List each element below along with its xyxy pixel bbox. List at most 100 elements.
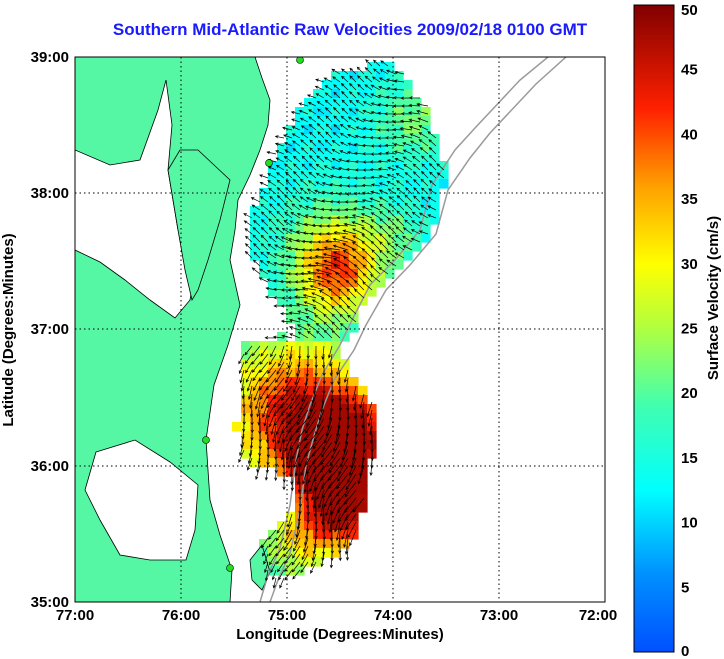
- velocity-cell: [385, 80, 395, 90]
- velocity-cell: [340, 287, 350, 297]
- velocity-cell: [412, 161, 422, 171]
- velocity-cell: [385, 107, 395, 117]
- velocity-cell: [430, 179, 440, 189]
- velocity-cell: [295, 143, 305, 153]
- velocity-cell: [367, 404, 377, 414]
- velocity-cell: [304, 305, 314, 315]
- velocity-arrow: [310, 553, 317, 568]
- velocity-cell: [358, 71, 368, 81]
- velocity-cell: [376, 89, 386, 99]
- velocity-arrow: [362, 281, 373, 291]
- velocity-cell: [340, 188, 350, 198]
- station-marker: [296, 57, 304, 64]
- velocity-arrow: [378, 77, 389, 83]
- velocity-arrow: [324, 156, 333, 163]
- velocity-cell: [349, 476, 359, 486]
- velocity-cell: [385, 224, 395, 234]
- velocity-arrow: [252, 369, 261, 382]
- velocity-cell: [358, 161, 368, 171]
- velocity-cell: [295, 368, 305, 378]
- velocity-cell: [277, 161, 287, 171]
- velocity-arrow: [387, 234, 397, 243]
- velocity-arrow: [378, 267, 389, 275]
- colorbar-tick-label: 45: [681, 62, 698, 79]
- velocity-arrow: [274, 465, 278, 482]
- velocity-arrow: [253, 242, 261, 251]
- velocity-cell: [250, 386, 260, 396]
- velocity-cell: [241, 395, 251, 405]
- velocity-arrow: [260, 393, 269, 410]
- velocity-cell: [331, 296, 341, 306]
- velocity-arrow: [301, 385, 309, 403]
- velocity-arrow: [291, 133, 301, 139]
- velocity-cell: [259, 242, 269, 252]
- velocity-cell: [349, 251, 359, 261]
- velocity-cell: [250, 233, 260, 243]
- velocity-arrow: [323, 321, 333, 331]
- velocity-cell: [313, 107, 323, 117]
- velocity-cell: [340, 251, 350, 261]
- velocity-cell: [367, 206, 377, 216]
- velocity-cell: [349, 422, 359, 432]
- velocity-cell: [304, 314, 314, 324]
- velocity-arrow: [292, 545, 301, 559]
- velocity-arrow: [355, 117, 365, 123]
- velocity-cell: [349, 314, 359, 324]
- velocity-arrow: [323, 313, 333, 323]
- velocity-cell: [358, 413, 368, 423]
- velocity-cell: [322, 350, 332, 360]
- velocity-arrow: [386, 250, 397, 259]
- velocity-arrow: [274, 244, 285, 251]
- velocity-cell: [313, 269, 323, 279]
- velocity-arrow: [369, 225, 381, 235]
- velocity-arrow: [413, 187, 421, 195]
- velocity-arrow: [338, 545, 342, 562]
- velocity-cell: [295, 152, 305, 162]
- velocity-cell: [304, 161, 314, 171]
- velocity-cell: [367, 152, 377, 162]
- velocity-arrow: [377, 94, 389, 99]
- velocity-cell: [241, 359, 251, 369]
- velocity-arrow: [378, 174, 389, 179]
- velocity-cell: [286, 377, 296, 387]
- velocity-cell: [304, 107, 314, 117]
- velocity-arrow: [255, 465, 261, 480]
- velocity-cell: [376, 188, 386, 198]
- velocity-cell: [349, 503, 359, 513]
- velocity-arrow: [329, 183, 341, 187]
- y-tick-label: 37:00: [31, 321, 69, 338]
- velocity-arrow: [284, 561, 293, 572]
- velocity-arrow: [336, 216, 349, 220]
- velocity-arrow: [353, 192, 365, 196]
- velocity-arrow: [331, 148, 341, 155]
- velocity-cell: [322, 494, 332, 504]
- velocity-cell: [322, 125, 332, 135]
- station-marker: [202, 436, 210, 444]
- velocity-arrow: [418, 132, 429, 139]
- velocity-arrow: [245, 235, 253, 243]
- velocity-cell: [349, 161, 359, 171]
- velocity-arrow: [370, 274, 381, 283]
- velocity-cell: [268, 224, 278, 234]
- velocity-arrow: [396, 187, 405, 195]
- velocity-arrow: [332, 244, 349, 251]
- velocity-cell: [313, 440, 323, 450]
- velocity-cell: [331, 287, 341, 297]
- velocity-cell: [268, 269, 278, 279]
- velocity-arrow: [352, 497, 365, 513]
- velocity-arrow: [405, 187, 413, 195]
- velocity-cell: [358, 152, 368, 162]
- velocity-arrow: [317, 131, 325, 139]
- velocity-arrow: [275, 157, 285, 163]
- velocity-arrow: [324, 85, 333, 91]
- velocity-cell: [394, 116, 404, 126]
- velocity-cell: [268, 431, 278, 441]
- velocity-cell: [304, 341, 314, 351]
- velocity-cell: [295, 530, 305, 540]
- velocity-arrow: [280, 441, 285, 461]
- velocity-arrow: [332, 433, 341, 452]
- velocity-arrow: [408, 111, 421, 115]
- velocity-arrow: [403, 163, 413, 171]
- velocity-cell: [376, 134, 386, 144]
- colorbar-tick-label: 10: [681, 515, 698, 532]
